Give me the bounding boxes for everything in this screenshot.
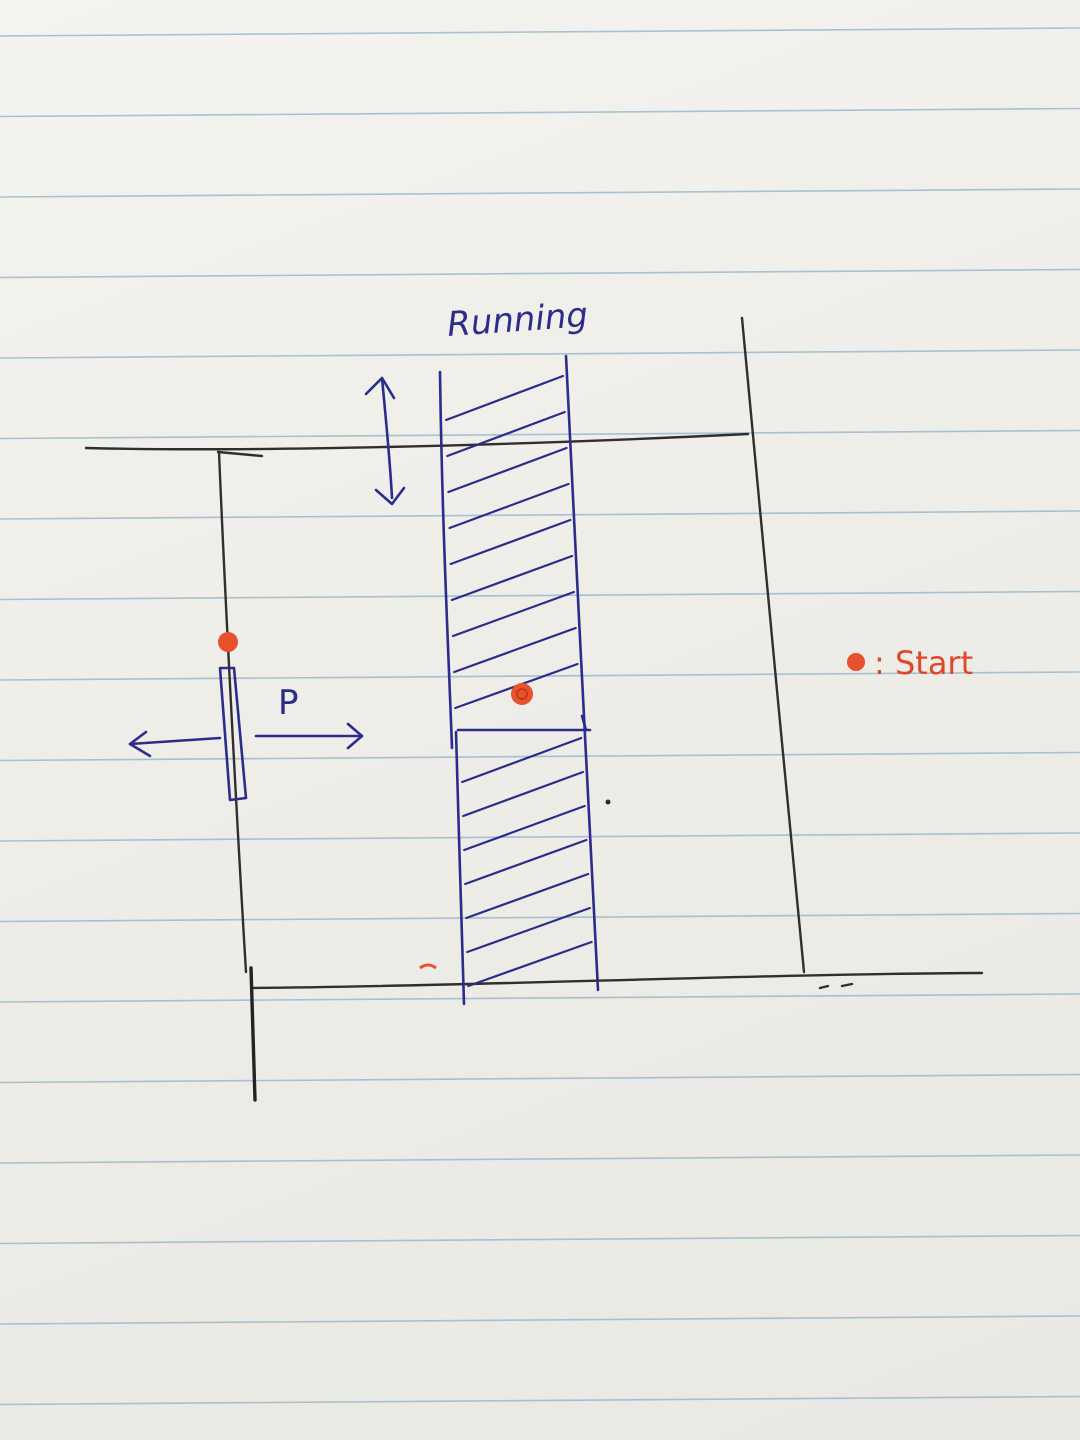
hatch-stroke [463, 804, 586, 852]
top-left-tick [216, 450, 264, 458]
ruled-line [0, 912, 1080, 923]
stray-dot [605, 799, 611, 805]
hatch-stroke [449, 518, 572, 566]
hatch-stroke [461, 736, 583, 784]
start-marker-band-ring [516, 688, 528, 700]
load-plate-assembly: P [128, 666, 364, 802]
ruled-line [0, 1154, 1080, 1164]
right-arrow-head [346, 722, 364, 750]
double-arrow-head-top [364, 376, 396, 400]
ruled-line [0, 107, 1080, 118]
hatch-stroke [450, 554, 574, 602]
hatch-stroke [465, 872, 590, 920]
left-arrow-shaft [128, 736, 222, 746]
ruled-line [0, 1315, 1080, 1325]
ruled-line [0, 349, 1080, 359]
ruled-line [0, 671, 1080, 681]
bottom-right-marks [818, 982, 854, 990]
ruled-lines [0, 27, 1080, 1406]
ruled-line [0, 1395, 1080, 1406]
bottom-horizontal-line [250, 971, 984, 990]
red-stray-mark [419, 963, 437, 970]
top-horizontal-line [84, 432, 750, 451]
running-label: Running [446, 295, 589, 345]
start-markers [218, 632, 611, 970]
start-marker-band [511, 683, 533, 705]
legend-label: : Start [874, 644, 973, 682]
left-vertical-line [217, 450, 248, 974]
ruled-line [0, 993, 1080, 1003]
load-plate [218, 666, 248, 802]
ruled-line [0, 429, 1080, 440]
hatching-lower [461, 736, 593, 988]
start-marker-left [218, 632, 238, 652]
legend: : Start [847, 644, 973, 682]
hatch-stroke [447, 446, 568, 494]
ruled-line [0, 268, 1080, 279]
hatch-stroke [453, 626, 577, 674]
ruled-line [0, 832, 1080, 842]
double-arrow-head-bottom [374, 486, 406, 506]
ruled-line [0, 188, 1080, 198]
pencil-frame [84, 316, 984, 1102]
ruled-line [0, 510, 1080, 520]
ruled-line [0, 1234, 1080, 1245]
ruled-line [0, 590, 1080, 601]
hatch-stroke [451, 590, 575, 638]
hatch-stroke [446, 410, 566, 458]
legend-marker-icon [847, 653, 865, 671]
bottom-left-post [249, 966, 257, 1102]
hatch-stroke [467, 940, 593, 988]
ruled-line [0, 27, 1080, 37]
hatch-stroke [466, 906, 591, 954]
ruled-line [0, 751, 1080, 762]
ruled-line [0, 1073, 1080, 1084]
hatch-stroke [462, 770, 585, 818]
double-arrow-shaft [380, 376, 394, 500]
left-arrow-head [128, 730, 152, 758]
hatch-stroke [448, 482, 570, 530]
vertical-double-arrow [364, 376, 406, 506]
right-vertical-line [740, 316, 806, 974]
hatch-stroke [445, 374, 565, 422]
hatch-stroke [464, 838, 588, 886]
band-left-edge-upper [438, 370, 454, 750]
band-left-edge-lower [454, 730, 466, 1006]
hatching-upper [445, 374, 579, 710]
divider-end-tick [580, 714, 588, 732]
force-label: P [278, 683, 299, 723]
band-right-edge [564, 354, 600, 992]
running-band: Running [438, 295, 600, 1006]
